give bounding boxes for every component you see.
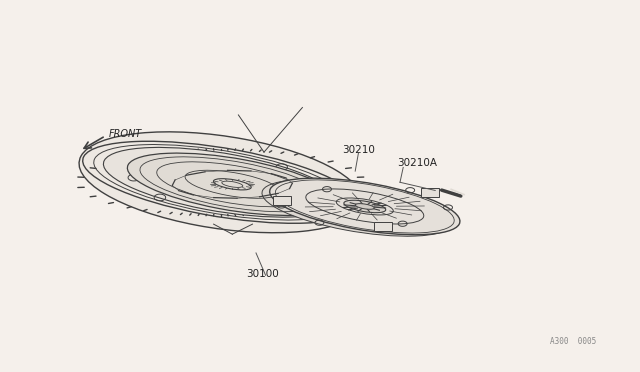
Ellipse shape <box>344 200 386 213</box>
Text: A300  0005: A300 0005 <box>550 337 596 346</box>
Ellipse shape <box>79 132 362 233</box>
Ellipse shape <box>83 141 359 223</box>
Ellipse shape <box>355 203 374 209</box>
Text: 30210: 30210 <box>342 144 375 154</box>
FancyBboxPatch shape <box>420 188 438 197</box>
Ellipse shape <box>104 147 338 217</box>
Text: FRONT: FRONT <box>109 129 142 139</box>
Text: 30100: 30100 <box>246 269 279 279</box>
FancyBboxPatch shape <box>273 196 291 205</box>
Ellipse shape <box>127 153 337 215</box>
Ellipse shape <box>262 180 452 236</box>
FancyBboxPatch shape <box>374 222 392 231</box>
Ellipse shape <box>269 178 460 235</box>
Text: 30210A: 30210A <box>397 157 437 167</box>
